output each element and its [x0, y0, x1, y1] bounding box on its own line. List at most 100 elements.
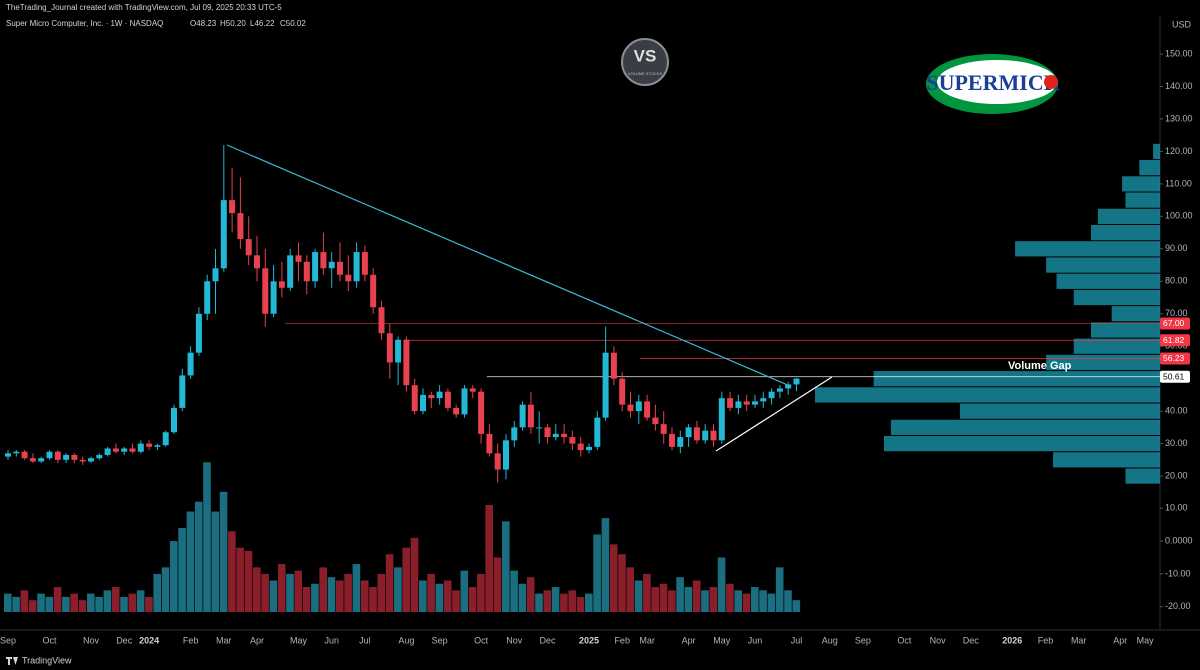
- level-label-box: [1160, 352, 1190, 365]
- candle-body: [162, 432, 169, 446]
- volume-bar: [394, 567, 402, 612]
- x-tick-label: Oct: [474, 635, 489, 645]
- candle-body: [171, 407, 177, 433]
- vs-logo: VS VOLUME STOCKS: [621, 38, 669, 86]
- vs-text: VS: [634, 46, 657, 65]
- volume-bar: [145, 596, 153, 612]
- y-tick-label: 30.00: [1165, 438, 1188, 448]
- level-label-box: [1160, 370, 1190, 383]
- volume-bar: [585, 593, 593, 612]
- volume-profile-bar: [1125, 468, 1160, 484]
- candle-body: [693, 427, 700, 441]
- volume-profile-bar: [1091, 224, 1160, 241]
- candle-body: [254, 255, 260, 269]
- volume-bar: [452, 590, 460, 612]
- candle-body: [710, 430, 717, 441]
- volume-profile-bar: [1046, 257, 1160, 273]
- candle-body: [776, 388, 783, 392]
- candle-body: [386, 333, 393, 363]
- candle-body: [420, 394, 426, 412]
- candle-body: [378, 307, 385, 334]
- x-tick-label: Mar: [1071, 635, 1087, 645]
- volume-bar: [784, 590, 792, 612]
- volume-bar: [103, 590, 112, 612]
- candle-body: [660, 424, 667, 434]
- candle-body: [245, 239, 252, 256]
- candle-body: [337, 261, 343, 275]
- credit: TheTrading_Journal created with TradingV…: [6, 3, 282, 12]
- x-tick-label: Feb: [183, 635, 199, 645]
- candle-body: [154, 445, 161, 447]
- ohlc-value: H50.20: [220, 19, 246, 28]
- support-line: [715, 376, 833, 452]
- volume-bar: [344, 573, 352, 612]
- x-tick-label: May: [290, 635, 308, 645]
- annotation: Volume Gap: [1008, 360, 1072, 372]
- x-tick-label: Oct: [42, 635, 57, 645]
- candle-body: [760, 398, 767, 402]
- candle-body: [594, 417, 601, 447]
- level-label: 61.82: [1163, 335, 1185, 345]
- volume-bar: [203, 462, 211, 612]
- volume-profile-bar: [815, 387, 1160, 403]
- x-tick-label: Sep: [855, 635, 871, 645]
- candle-body: [229, 200, 236, 214]
- candle-body: [187, 352, 194, 376]
- volume-bar: [28, 600, 37, 612]
- volume-bar: [767, 593, 776, 612]
- x-tick-label: Nov: [83, 635, 100, 645]
- candle-body: [303, 261, 310, 282]
- volume-bar: [526, 577, 535, 612]
- volume-bar: [128, 593, 137, 612]
- level-label-box: [1160, 334, 1190, 347]
- volume-bar: [53, 587, 62, 612]
- volume-profile-bar: [1153, 143, 1160, 160]
- volume-bar: [443, 580, 452, 612]
- volume-bar: [626, 567, 635, 612]
- volume-bar: [37, 593, 45, 612]
- candle-body: [146, 443, 153, 447]
- volume-profile-bar: [1091, 322, 1160, 338]
- candle-body: [38, 458, 45, 462]
- volume-profile-bar: [1139, 160, 1160, 176]
- brand-logo: SUPERMICR: [926, 54, 1061, 114]
- candle-body: [743, 401, 750, 405]
- volume-bar: [643, 573, 651, 612]
- ohlc-legend: O48.23 H50.20 L46.22 C50.02: [190, 19, 306, 28]
- candle-body: [137, 443, 144, 452]
- volume-profile-bar: [890, 419, 1160, 435]
- candle-body: [544, 427, 551, 438]
- volume-bar: [70, 593, 78, 612]
- candle-body: [71, 454, 78, 460]
- brand-dot: [1044, 75, 1058, 89]
- volume-bar: [336, 580, 344, 612]
- candle-body: [204, 281, 211, 314]
- volume-bar: [87, 593, 95, 612]
- volume-bar: [734, 590, 742, 612]
- symbol: Super Micro Computer, Inc. · 1W · NASDAQ: [6, 19, 163, 28]
- candle-body: [486, 433, 493, 454]
- y-tick-label: 90.00: [1165, 243, 1188, 253]
- volume-bar: [194, 501, 203, 612]
- candle-body: [702, 430, 709, 441]
- volume-bar: [302, 587, 311, 612]
- volume-bar: [161, 567, 170, 612]
- candle-body: [768, 391, 775, 399]
- y-tick-label: 120.00: [1165, 146, 1193, 156]
- volume-bar: [792, 600, 801, 612]
- candle-body: [403, 339, 410, 386]
- candle-body: [312, 252, 319, 282]
- candle-body: [237, 213, 244, 240]
- candle-body: [96, 454, 103, 459]
- volume-bar: [327, 577, 336, 612]
- candle-body: [121, 448, 128, 452]
- ohlc-value: L46.22: [250, 19, 275, 28]
- candle-body: [212, 268, 219, 282]
- x-tick-label: Jun: [324, 635, 339, 645]
- volume-bar: [120, 596, 128, 612]
- candle-body: [478, 391, 485, 434]
- candle-body: [328, 261, 335, 269]
- volume-bar: [95, 596, 103, 612]
- candle-body: [29, 458, 36, 462]
- y-tick-label: 20.00: [1165, 470, 1188, 480]
